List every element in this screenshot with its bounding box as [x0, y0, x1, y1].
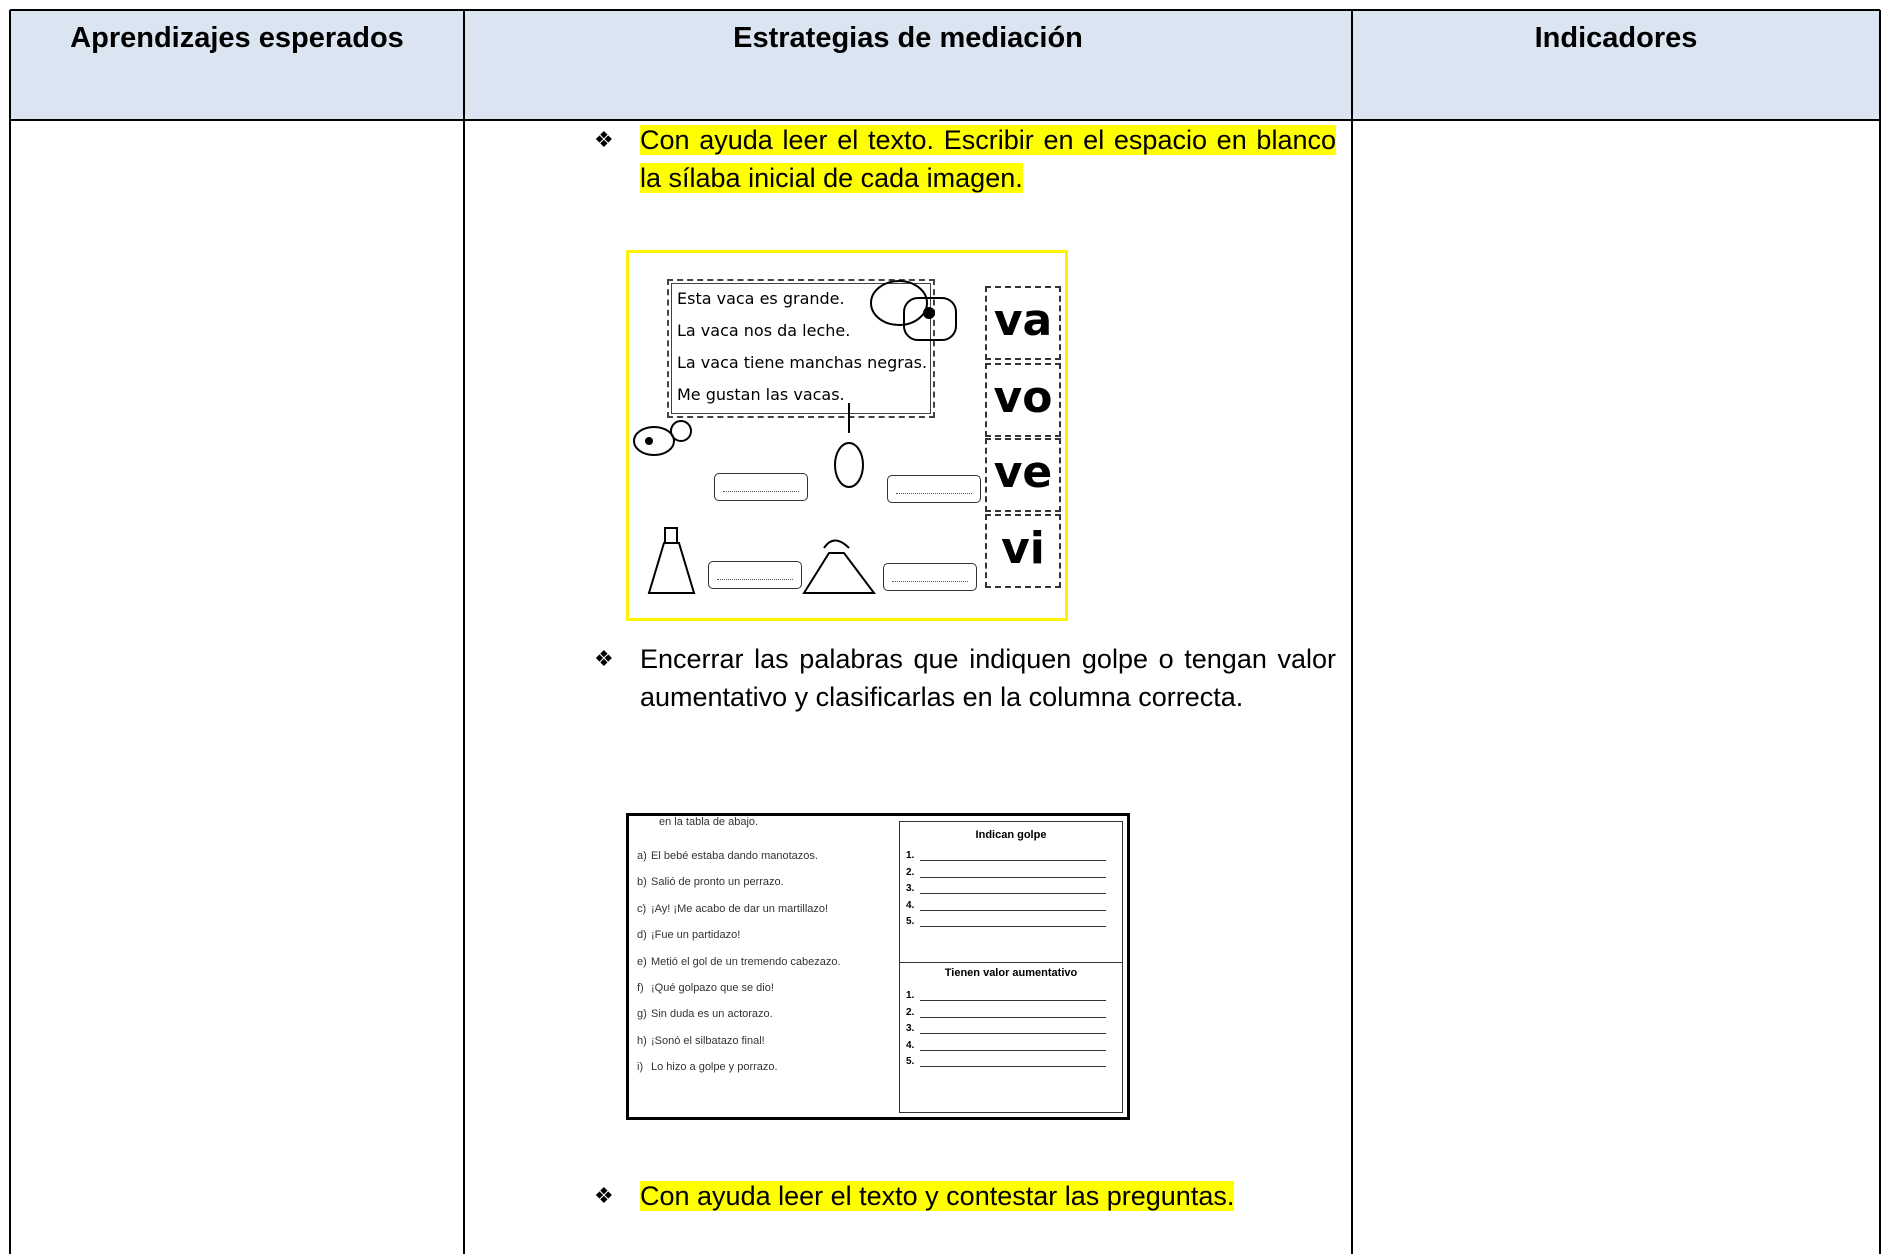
- sentence: Me gustan las vacas.: [677, 385, 845, 404]
- strategy: Con ayuda leer el texto. Escribir en el …: [640, 121, 1336, 197]
- answer-line: 1.: [906, 990, 1106, 1001]
- item-text: El bebé estaba dando manotazos.: [651, 850, 818, 862]
- syllable-card: vi: [985, 514, 1061, 588]
- item-label: i): [637, 1061, 644, 1074]
- text-box: Esta vaca es grande. La vaca nos da leche…: [667, 279, 935, 418]
- item-label: b): [637, 876, 647, 889]
- table-border: [9, 10, 11, 1254]
- answer-line: 2.: [906, 1007, 1106, 1018]
- strategy: Encerrar las palabras que indiquen golpe…: [640, 640, 1336, 716]
- bullet: ❖: [594, 127, 614, 152]
- item-text: ¡Fue un partidazo!: [651, 929, 741, 942]
- worksheet-image: Esta vaca es grande. La vaca nos da leche…: [626, 250, 1068, 621]
- sentence: h) ¡Sonó el silbatazo final!: [637, 1035, 765, 1047]
- header-cell: Aprendizajes esperados: [10, 10, 464, 120]
- sentence: g) Sin duda es un actorazo.: [637, 1008, 773, 1020]
- answer-box: [708, 561, 802, 589]
- header-cell: Estrategias de mediación: [464, 10, 1352, 120]
- item-text: ¡Qué golpazo que se dio!: [651, 982, 774, 994]
- item-label: a): [637, 850, 647, 862]
- item-text: Salió de pronto un perrazo.: [651, 876, 784, 889]
- bullet: ❖: [594, 1183, 614, 1208]
- answer-line: 2.: [906, 867, 1106, 878]
- item-text: ¡Sonó el silbatazo final!: [651, 1034, 765, 1047]
- table-border: [1351, 10, 1353, 1254]
- item-text: Sin duda es un actorazo.: [651, 1008, 773, 1021]
- item-text: Metió el gol de un tremendo cabezazo.: [651, 955, 841, 968]
- syllable-card: va: [985, 286, 1061, 360]
- item-text: ¡Ay! ¡Me acabo de dar un martillazo!: [651, 902, 829, 915]
- worksheet-image: Indican golpe 1. 2. 3. 4. 5. Tienen valor aume…: [626, 813, 1130, 1120]
- sentence: d) ¡Fue un partidazo!: [637, 929, 740, 941]
- strategy-text: Con ayuda leer el texto y contestar las …: [640, 1181, 1235, 1211]
- sentence: b) Salió de pronto un perrazo.: [637, 876, 784, 888]
- table-border: [10, 9, 1880, 11]
- answer-line: 1.: [906, 850, 1106, 861]
- answer-box: [883, 563, 977, 591]
- answer-line: 5.: [906, 916, 1106, 927]
- header-text: Aprendizajes esperados: [70, 22, 404, 54]
- item-label: d): [637, 929, 647, 942]
- sentence: La vaca nos da leche.: [677, 321, 851, 340]
- table-border: [1879, 10, 1881, 1254]
- strategy-text: Con ayuda leer el texto. Escribir en el …: [640, 125, 1336, 193]
- answer-line: 3.: [906, 1023, 1106, 1034]
- sentence: a) El bebé estaba dando manotazos.: [637, 850, 818, 862]
- sentence: Esta vaca es grande.: [677, 289, 845, 308]
- header-text: Estrategias de mediación: [733, 22, 1083, 54]
- answer-line: 4.: [906, 1040, 1106, 1051]
- bullet: ❖: [594, 646, 614, 671]
- syllable-card: vo: [985, 363, 1061, 437]
- strategy: Con ayuda leer el texto y contestar las …: [640, 1177, 1336, 1215]
- item-label: e): [637, 955, 647, 968]
- item-label: h): [637, 1034, 647, 1047]
- table-border: [463, 10, 465, 1254]
- sentence: e) Metió el gol de un tremendo cabezazo.: [637, 956, 841, 968]
- divider: [900, 962, 1122, 963]
- answer-line: 3.: [906, 883, 1106, 894]
- answer-line: 5.: [906, 1056, 1106, 1067]
- answer-panel: Indican golpe 1. 2. 3. 4. 5. Tienen valor aume…: [899, 821, 1123, 1113]
- sentence: i) Lo hizo a golpe y porrazo.: [637, 1061, 778, 1073]
- item-label: f): [637, 982, 644, 994]
- panel-title: Indican golpe: [975, 829, 1047, 841]
- strategy-text: Encerrar las palabras que indiquen golpe…: [640, 644, 1336, 712]
- table-border: [10, 119, 1880, 121]
- header-row: Aprendizajes esperados Estrategias de me…: [10, 10, 1880, 120]
- sentence: La vaca tiene manchas negras.: [677, 353, 928, 372]
- sentence: c) ¡Ay! ¡Me acabo de dar un martillazo!: [637, 903, 828, 915]
- answer-box: [887, 475, 981, 503]
- header-cell: Indicadores: [1352, 10, 1880, 120]
- answer-box: [714, 473, 808, 501]
- syllable-card: ve: [985, 438, 1061, 512]
- illustrations: [633, 280, 957, 594]
- intro-text: en la tabla de abajo.: [659, 816, 759, 828]
- panel-title: Tienen valor aumentativo: [944, 967, 1078, 979]
- item-label: g): [637, 1008, 647, 1021]
- answer-line: 4.: [906, 900, 1106, 911]
- header-text: Indicadores: [1534, 22, 1698, 54]
- sentence: f) ¡Qué golpazo que se dio!: [637, 982, 774, 994]
- item-label: c): [637, 902, 647, 915]
- item-text: Lo hizo a golpe y porrazo.: [651, 1061, 778, 1074]
